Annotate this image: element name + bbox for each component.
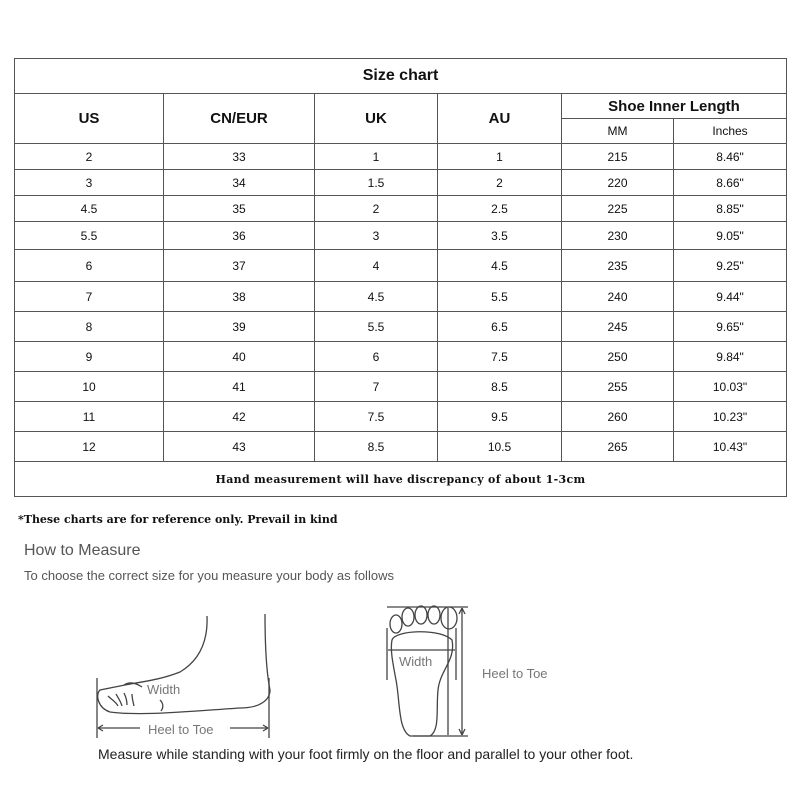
table-cell: 9.5 <box>437 401 562 432</box>
table-row: 2 33 1 1 215 8.46" <box>14 143 787 170</box>
table-row: 3 34 1.5 2 220 8.66" <box>14 169 787 196</box>
table-cell: 6.5 <box>437 311 562 342</box>
table-cell: 8.85" <box>673 195 787 222</box>
table-cell: 1.5 <box>314 169 438 196</box>
table-cell: 42 <box>163 401 315 432</box>
table-cell: 5.5 <box>437 281 562 312</box>
table-cell: 7 <box>314 371 438 402</box>
table-cell: 37 <box>163 249 315 282</box>
table-footer: Hand measurement will have discrepancy o… <box>14 461 787 497</box>
table-cell: 240 <box>561 281 674 312</box>
table-cell: 8.46" <box>673 143 787 170</box>
table-cell: 8.5 <box>314 431 438 462</box>
table-cell: 255 <box>561 371 674 402</box>
table-cell: 10.5 <box>437 431 562 462</box>
table-cell: 10.43" <box>673 431 787 462</box>
reference-note: *These charts are for reference only. Pr… <box>18 513 338 526</box>
table-title: Size chart <box>14 58 787 94</box>
table-cell: 2 <box>14 143 164 170</box>
table-cell: 5.5 <box>314 311 438 342</box>
table-cell: 4.5 <box>14 195 164 222</box>
table-cell: 34 <box>163 169 315 196</box>
header-mm: MM <box>561 118 674 144</box>
table-row: 6 37 4 4.5 235 9.25" <box>14 249 787 282</box>
table-cell: 7.5 <box>437 341 562 372</box>
size-chart-table: Size chart US CN/EUR UK AU Shoe Inner Le… <box>14 58 787 497</box>
table-row: 11 42 7.5 9.5 260 10.23" <box>14 401 787 432</box>
table-cell: 43 <box>163 431 315 462</box>
table-cell: 9.65" <box>673 311 787 342</box>
table-cell: 4 <box>314 249 438 282</box>
how-to-subtitle: To choose the correct size for you measu… <box>24 568 394 583</box>
header-inner-length: Shoe Inner Length <box>561 93 787 119</box>
side-foot-icon <box>96 613 271 738</box>
table-cell: 225 <box>561 195 674 222</box>
header-inches: Inches <box>673 118 787 144</box>
side-length-label: Heel to Toe <box>148 722 214 737</box>
table-cell: 9.44" <box>673 281 787 312</box>
table-cell: 2 <box>314 195 438 222</box>
table-cell: 9 <box>14 341 164 372</box>
table-cell: 10.23" <box>673 401 787 432</box>
top-width-label: Width <box>399 654 432 669</box>
table-cell: 260 <box>561 401 674 432</box>
table-cell: 4.5 <box>314 281 438 312</box>
heel-to-toe-arrow <box>458 607 466 736</box>
table-row: 10 41 7 8.5 255 10.03" <box>14 371 787 402</box>
top-length-label: Heel to Toe <box>482 666 548 681</box>
header-us: US <box>14 93 164 144</box>
top-foot-icon <box>386 605 468 737</box>
table-row: 12 43 8.5 10.5 265 10.43" <box>14 431 787 462</box>
table-cell: 12 <box>14 431 164 462</box>
table-cell: 3 <box>14 169 164 196</box>
table-cell: 230 <box>561 221 674 250</box>
table-row: 9 40 6 7.5 250 9.84" <box>14 341 787 372</box>
measure-instruction: Measure while standing with your foot fi… <box>98 746 634 762</box>
header-uk: UK <box>314 93 438 144</box>
side-width-label: Width <box>147 682 180 697</box>
table-row: 8 39 5.5 6.5 245 9.65" <box>14 311 787 342</box>
table-row: 4.5 35 2 2.5 225 8.85" <box>14 195 787 222</box>
table-cell: 10.03" <box>673 371 787 402</box>
table-cell: 7.5 <box>314 401 438 432</box>
table-cell: 245 <box>561 311 674 342</box>
how-to-title: How to Measure <box>24 542 141 559</box>
table-cell: 9.25" <box>673 249 787 282</box>
table-cell: 215 <box>561 143 674 170</box>
